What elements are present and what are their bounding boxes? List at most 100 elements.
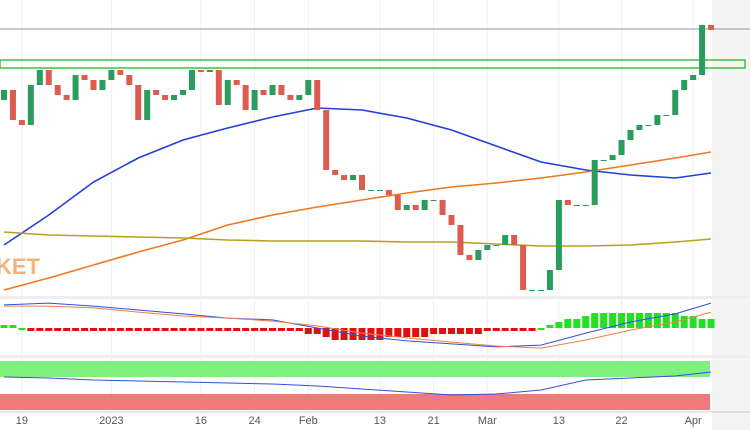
macd-bar xyxy=(376,328,384,340)
candle xyxy=(538,290,544,291)
line xyxy=(3,151,712,291)
macd-bar xyxy=(698,319,706,328)
macd-bar xyxy=(313,328,321,334)
x-tick-label: 24 xyxy=(248,415,260,427)
watermark: KET xyxy=(0,254,41,279)
candle xyxy=(403,205,410,210)
candle xyxy=(591,160,598,205)
macd-bar xyxy=(0,325,8,328)
x-tick-label: 16 xyxy=(195,415,207,427)
macd-bar xyxy=(403,328,411,337)
macd-bar xyxy=(143,328,151,331)
macd-bar xyxy=(564,319,572,328)
macd-bar xyxy=(161,328,169,331)
macd-bar xyxy=(98,328,106,331)
candle xyxy=(323,110,330,170)
candle xyxy=(654,115,661,125)
macd-bar xyxy=(537,328,545,330)
macd-bar xyxy=(465,328,473,334)
candle xyxy=(90,80,97,90)
macd-bar xyxy=(107,328,115,331)
panel-divider xyxy=(0,355,750,358)
candle xyxy=(466,255,473,260)
resistance-zone xyxy=(0,59,746,69)
candle xyxy=(609,155,616,160)
macd-bar xyxy=(412,328,420,337)
candle xyxy=(332,170,339,175)
macd-bar xyxy=(269,328,276,331)
candle xyxy=(520,245,527,290)
macd-bar xyxy=(430,328,438,334)
candle xyxy=(600,160,607,161)
macd-bar xyxy=(627,313,634,328)
candle xyxy=(412,205,419,210)
macd-bar xyxy=(501,328,509,331)
candle xyxy=(215,70,222,105)
macd-bar xyxy=(591,313,599,328)
candle xyxy=(233,80,240,85)
candle xyxy=(645,125,652,126)
macd-bar xyxy=(134,328,142,331)
candle xyxy=(36,70,43,85)
macd-bar xyxy=(519,328,527,331)
macd-bar xyxy=(81,328,89,331)
candle xyxy=(197,70,204,72)
candle xyxy=(18,120,25,125)
candle xyxy=(180,90,186,95)
macd-bar xyxy=(528,328,536,331)
candle xyxy=(367,190,374,191)
macd-bar xyxy=(125,328,133,331)
candle xyxy=(153,90,160,95)
macd-bar xyxy=(27,328,35,331)
macd-bar xyxy=(286,328,294,331)
macd-bar xyxy=(582,316,590,328)
rsi-oversold-band xyxy=(0,394,710,410)
line xyxy=(3,371,712,396)
candle xyxy=(376,190,383,191)
macd-bar xyxy=(9,325,17,328)
macd-bar xyxy=(340,328,348,340)
candle xyxy=(394,195,401,210)
candle xyxy=(627,130,634,140)
macd-bar xyxy=(573,319,581,328)
macd-bar xyxy=(72,328,80,331)
x-tick-label: 2023 xyxy=(99,415,123,427)
rsi-overbought-band xyxy=(0,361,710,377)
line xyxy=(3,231,712,247)
macd-bar xyxy=(45,328,53,331)
macd-bar xyxy=(555,322,563,328)
candle xyxy=(359,175,365,190)
candle xyxy=(27,85,34,125)
candle xyxy=(457,225,464,255)
candle xyxy=(484,245,491,250)
candle xyxy=(511,235,518,245)
macd-bar xyxy=(233,328,241,331)
x-tick-label: 13 xyxy=(374,415,386,427)
candle xyxy=(502,235,509,245)
candle xyxy=(493,245,500,246)
candle xyxy=(708,25,715,30)
macd-bar xyxy=(618,313,626,328)
macd-bar xyxy=(385,328,393,337)
x-tick-label: 21 xyxy=(427,415,439,427)
candle xyxy=(278,85,285,95)
macd-bar xyxy=(456,328,464,334)
candle xyxy=(206,70,213,72)
candle xyxy=(672,90,679,115)
macd-bar xyxy=(277,328,285,331)
candle xyxy=(126,75,133,85)
macd-bar xyxy=(18,328,26,330)
candle xyxy=(421,200,428,210)
macd-bar xyxy=(671,313,679,328)
candle xyxy=(430,200,437,201)
candle xyxy=(224,80,231,105)
macd-bar xyxy=(644,313,652,328)
macd-bar xyxy=(188,328,196,331)
x-tick-label: Apr xyxy=(685,415,702,427)
candle xyxy=(439,200,446,215)
macd-bar xyxy=(295,328,303,331)
candle xyxy=(690,75,697,80)
macd-bar xyxy=(662,313,670,328)
